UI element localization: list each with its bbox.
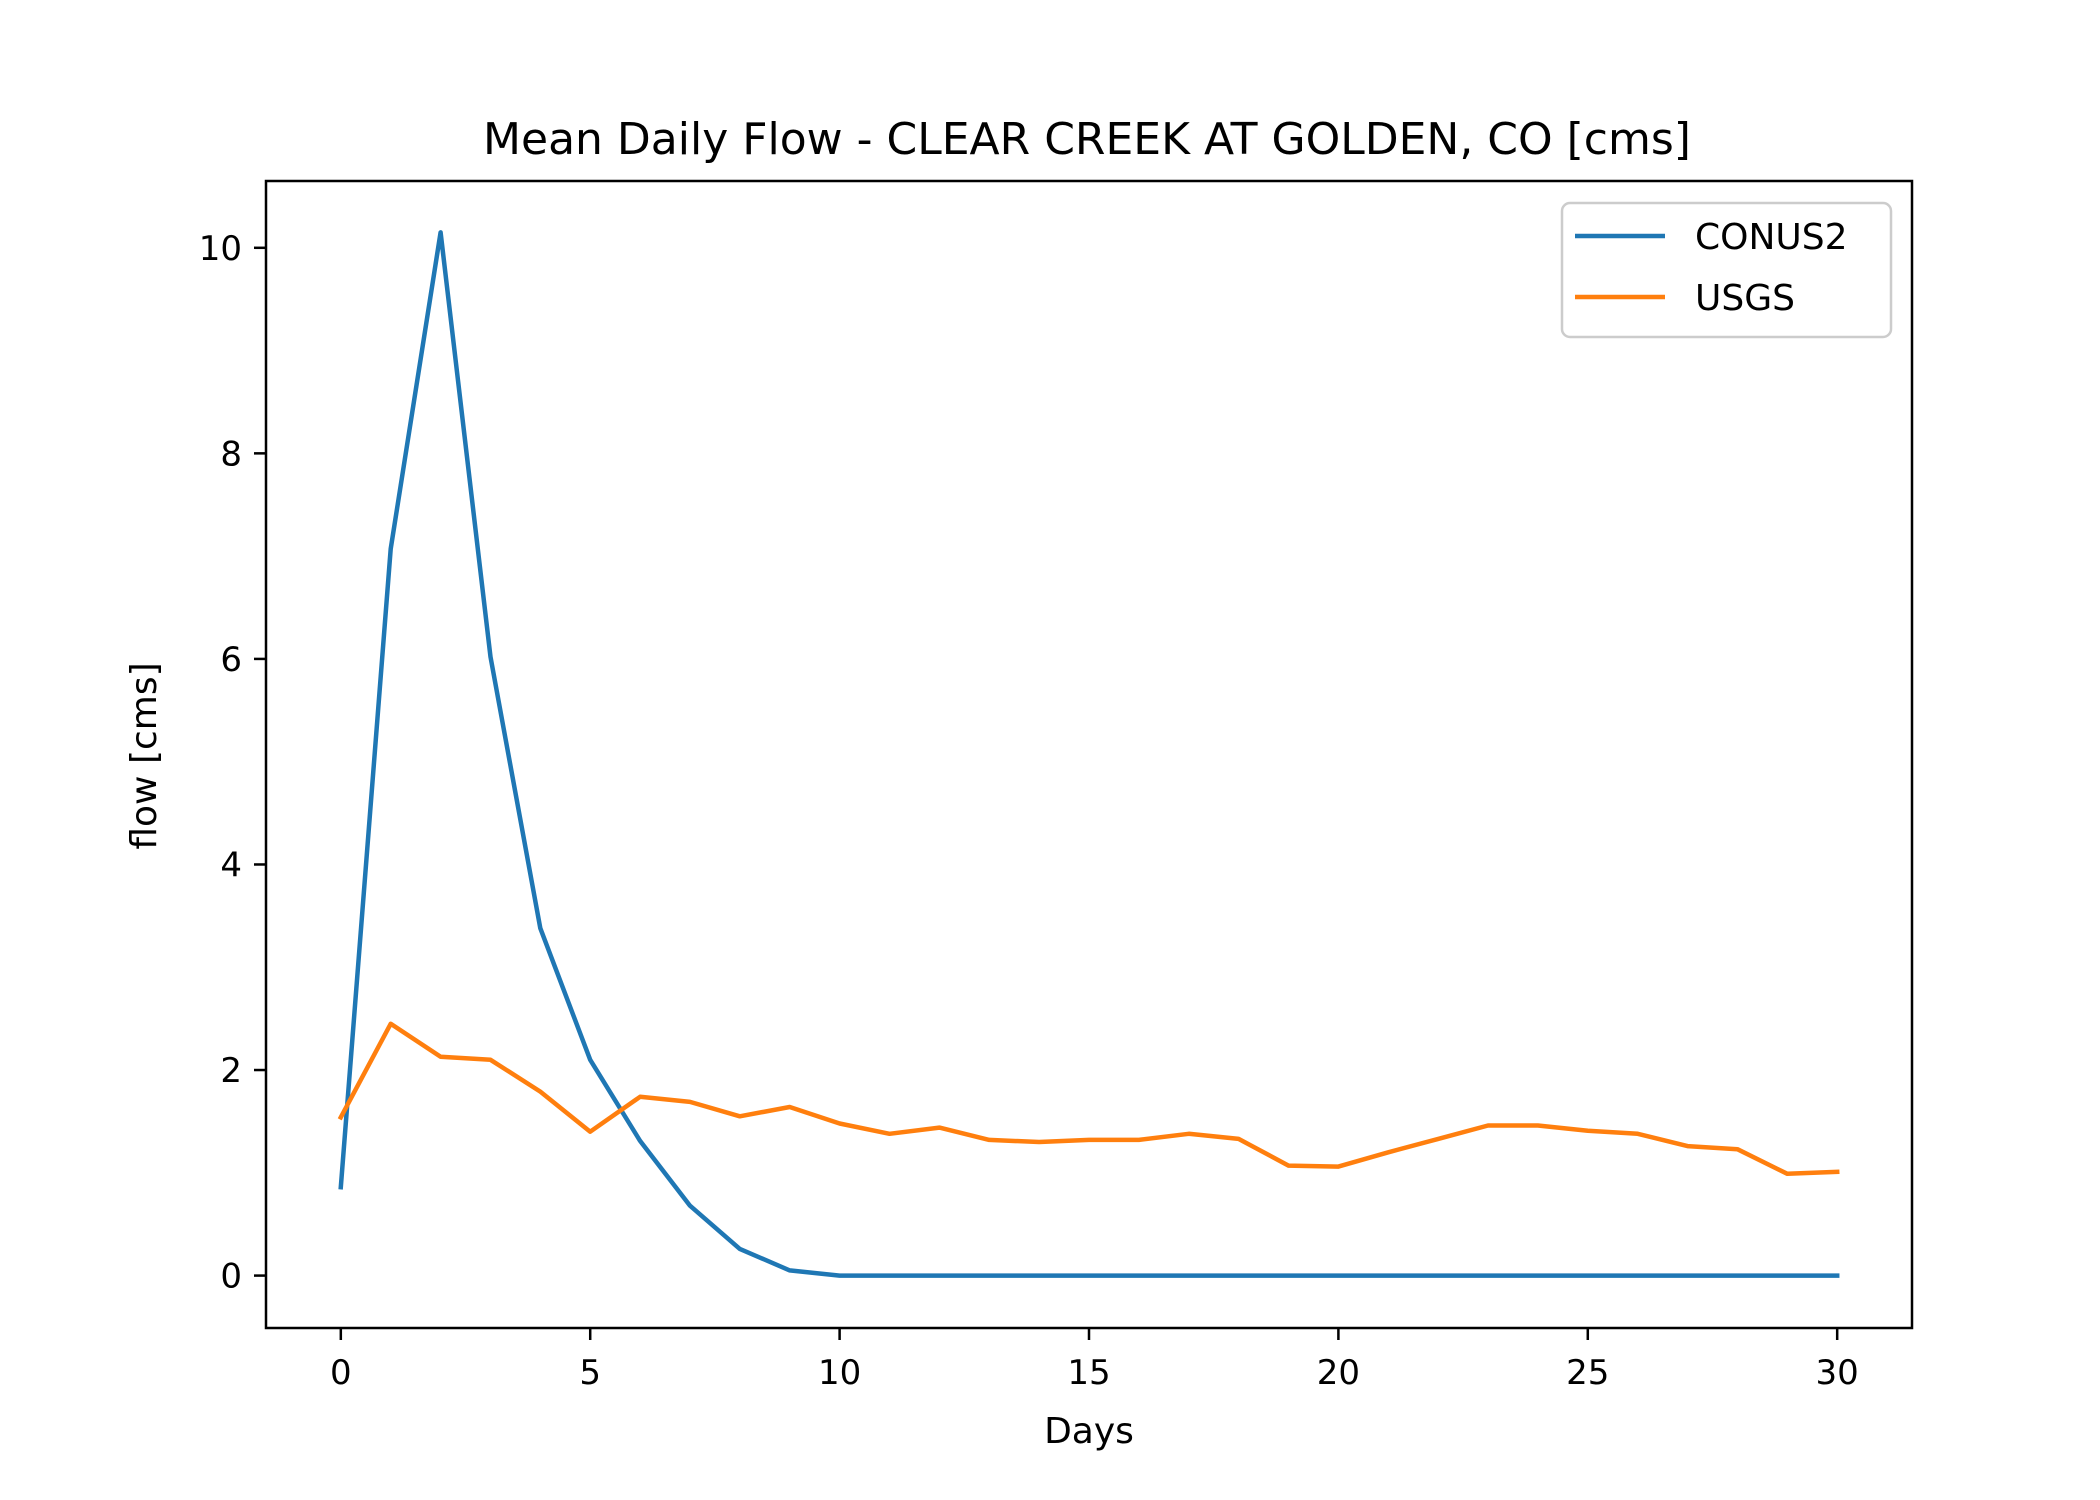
series-line-conus2 [338,230,1840,1278]
x-tick-label: 5 [579,1353,601,1393]
x-axis-ticks: 0 5 10 15 20 25 30 [330,1328,1859,1393]
y-tick-label: 6 [220,640,242,680]
x-tick-label: 0 [330,1353,352,1393]
legend-label-usgs: USGS [1695,278,1795,319]
series-layer [337,230,1840,1278]
y-axis-label: flow [cms] [124,662,165,849]
x-tick-label: 10 [818,1353,861,1393]
legend: CONUS2 USGS [1560,201,1893,339]
series-line-usgs [337,1021,1840,1177]
y-tick-label: 0 [220,1257,242,1297]
y-tick-label: 4 [220,845,242,885]
plot-area-frame [264,179,1914,1330]
legend-label-conus2: CONUS2 [1695,217,1848,258]
x-axis-label: Days [1044,1411,1134,1452]
x-tick-label: 20 [1317,1353,1360,1393]
y-tick-label: 2 [220,1051,242,1091]
y-tick-label: 8 [220,434,242,474]
x-tick-label: 30 [1816,1353,1859,1393]
x-tick-label: 15 [1067,1353,1110,1393]
x-tick-label: 25 [1566,1353,1609,1393]
chart-title: Mean Daily Flow - CLEAR CREEK AT GOLDEN,… [483,114,1691,165]
y-tick-label: 10 [199,229,242,269]
y-axis-ticks: 0 2 4 6 8 10 [199,229,266,1297]
